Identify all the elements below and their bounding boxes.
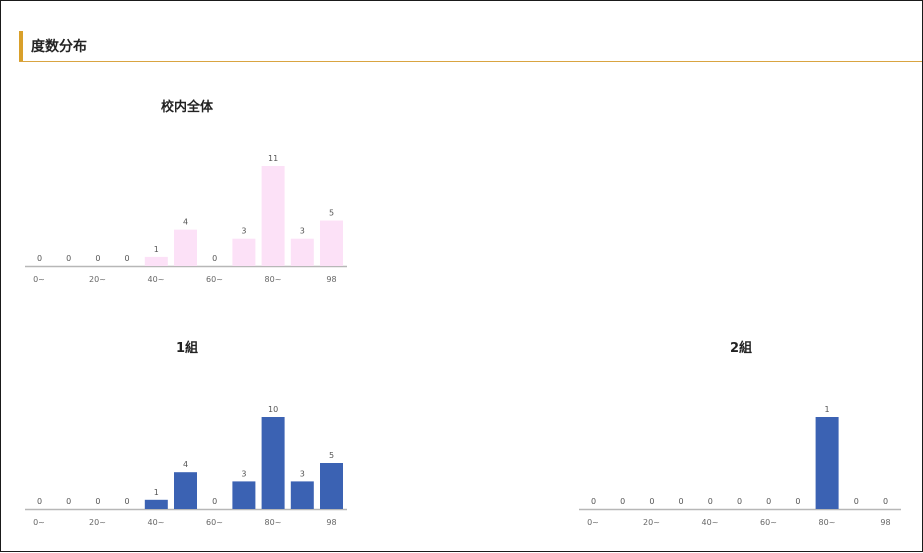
bar	[290, 238, 314, 266]
data-label: 1	[154, 245, 159, 254]
tick-label: 98	[326, 275, 336, 284]
bar	[232, 481, 256, 509]
tick-label: 60~	[760, 518, 777, 527]
tick-label: 20~	[89, 275, 106, 284]
tick-label: 40~	[148, 275, 165, 284]
section-accent-bar	[19, 31, 23, 61]
bar	[261, 417, 285, 509]
data-label: 0	[737, 497, 742, 506]
bar	[144, 499, 168, 509]
section-title: 度数分布	[31, 39, 87, 55]
tick-label: 80~	[265, 275, 282, 284]
data-label: 11	[268, 154, 278, 163]
tick-label: 60~	[206, 275, 223, 284]
tick-label: 60~	[206, 518, 223, 527]
tick-label: 98	[326, 518, 336, 527]
bar	[290, 481, 314, 509]
tick-label: 80~	[265, 518, 282, 527]
data-label: 0	[212, 497, 217, 506]
bar	[320, 220, 343, 266]
chart-title-class-2: 2組	[729, 341, 753, 356]
data-label: 0	[95, 497, 100, 506]
data-label: 0	[66, 254, 71, 263]
bar	[232, 238, 256, 266]
data-label: 0	[37, 254, 42, 263]
data-label: 0	[125, 497, 130, 506]
tick-label: 0~	[33, 275, 45, 284]
tick-label: 40~	[702, 518, 719, 527]
data-label: 0	[795, 497, 800, 506]
data-label: 4	[183, 460, 188, 469]
tick-label: 40~	[148, 518, 165, 527]
data-label: 1	[825, 405, 830, 414]
bar	[144, 256, 168, 266]
data-label: 5	[329, 209, 334, 218]
tick-label: 20~	[89, 518, 106, 527]
tick-label: 98	[880, 518, 890, 527]
section-header: 度数分布	[19, 31, 922, 62]
data-label: 0	[620, 497, 625, 506]
bar	[320, 463, 343, 509]
data-label: 0	[649, 497, 654, 506]
data-label: 0	[125, 254, 130, 263]
data-label: 0	[854, 497, 859, 506]
data-label: 0	[883, 497, 888, 506]
data-label: 3	[300, 227, 305, 236]
data-label: 3	[241, 227, 246, 236]
data-label: 0	[95, 254, 100, 263]
data-label: 10	[268, 405, 278, 414]
data-label: 0	[591, 497, 596, 506]
tick-label: 0~	[33, 518, 45, 527]
data-label: 5	[329, 451, 334, 460]
tick-label: 20~	[643, 518, 660, 527]
tick-label: 80~	[819, 518, 836, 527]
data-label: 4	[183, 218, 188, 227]
bar	[174, 229, 197, 266]
data-label: 0	[708, 497, 713, 506]
data-label: 0	[37, 497, 42, 506]
tick-label: 0~	[587, 518, 599, 527]
bar	[815, 417, 839, 509]
data-label: 1	[154, 488, 159, 497]
chart-title-class-1: 1組	[175, 341, 199, 356]
data-label: 0	[679, 497, 684, 506]
data-label: 0	[766, 497, 771, 506]
chart-title-overall: 校内全体	[160, 100, 213, 115]
data-label: 0	[66, 497, 71, 506]
bar	[174, 472, 197, 509]
data-label: 3	[300, 469, 305, 478]
bar	[261, 166, 285, 266]
data-label: 0	[212, 254, 217, 263]
data-label: 3	[241, 469, 246, 478]
